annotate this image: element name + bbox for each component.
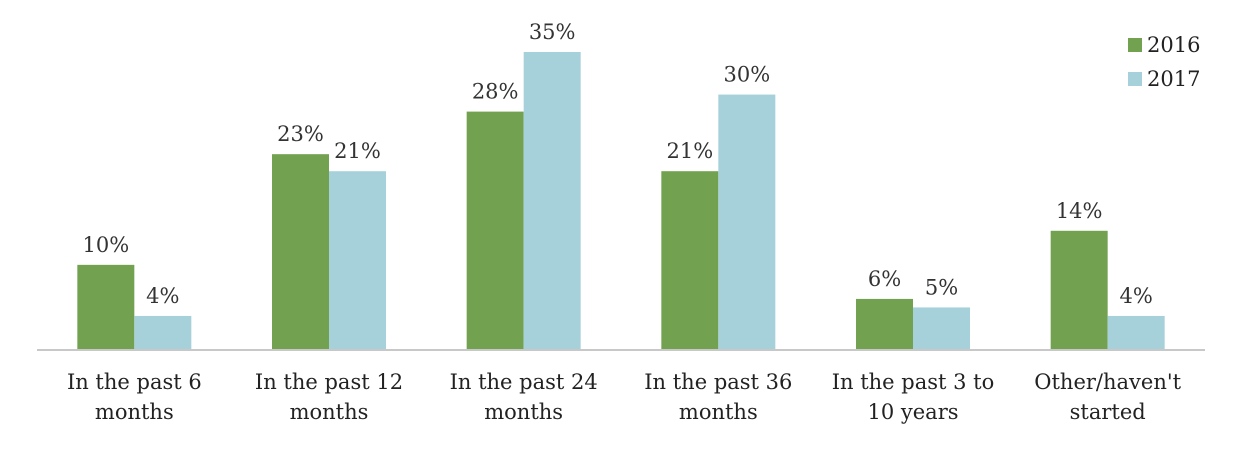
value-label-2016-4: 6% (868, 267, 901, 291)
legend-label-2016: 2016 (1147, 33, 1200, 57)
legend-label-2017: 2017 (1147, 67, 1200, 91)
bar-2016-3 (661, 171, 719, 350)
category-label-0-line-1: months (95, 400, 174, 424)
value-label-2017-3: 30% (723, 63, 770, 87)
category-label-1-line-0: In the past 12 (255, 370, 403, 394)
value-label-2016-1: 23% (277, 122, 324, 146)
category-label-2-line-1: months (484, 400, 563, 424)
category-label-1-line-1: months (290, 400, 369, 424)
category-labels-layer: In the past 6 months In the past 12 months I… (67, 370, 1182, 424)
value-label-2016-3: 21% (666, 139, 713, 163)
bar-2017-5 (1107, 315, 1165, 350)
category-label-3-line-0: In the past 36 (644, 370, 792, 394)
value-label-2017-4: 5% (925, 275, 958, 299)
value-label-2017-1: 21% (334, 139, 381, 163)
value-label-2017-0: 4% (146, 284, 179, 308)
value-labels-layer: 10% 4% 23% 21% 28% 35% 21% 30% 6% 5% 14% 4% (82, 20, 1152, 308)
legend-swatch-2016 (1128, 38, 1142, 52)
bar-2016-2 (466, 111, 524, 350)
bar-2016-5 (1050, 230, 1108, 350)
value-label-2016-5: 14% (1056, 199, 1103, 223)
category-label-2-line-0: In the past 24 (450, 370, 598, 394)
bar-2016-0 (77, 264, 135, 350)
bar-2017-0 (134, 315, 192, 350)
bar-2016-4 (856, 298, 913, 350)
value-label-2016-0: 10% (82, 233, 129, 257)
category-label-5-line-0: Other/haven't (1034, 370, 1181, 394)
bars-layer (77, 52, 1165, 350)
bar-2017-2 (523, 52, 581, 350)
value-label-2017-5: 4% (1120, 284, 1153, 308)
category-label-5-line-1: started (1070, 400, 1146, 424)
legend-swatch-2017 (1128, 72, 1142, 86)
bar-2017-4 (913, 307, 970, 350)
legend: 2016 2017 (1128, 33, 1200, 91)
category-label-3-line-1: months (679, 400, 758, 424)
category-label-0-line-0: In the past 6 (67, 370, 202, 394)
bar-2017-1 (329, 171, 386, 350)
category-label-4-line-1: 10 years (867, 400, 958, 424)
value-label-2016-2: 28% (472, 80, 519, 104)
bar-2017-3 (718, 94, 776, 350)
value-label-2017-2: 35% (529, 20, 576, 44)
bar-2016-1 (272, 154, 329, 350)
category-label-4-line-0: In the past 3 to (832, 370, 995, 394)
